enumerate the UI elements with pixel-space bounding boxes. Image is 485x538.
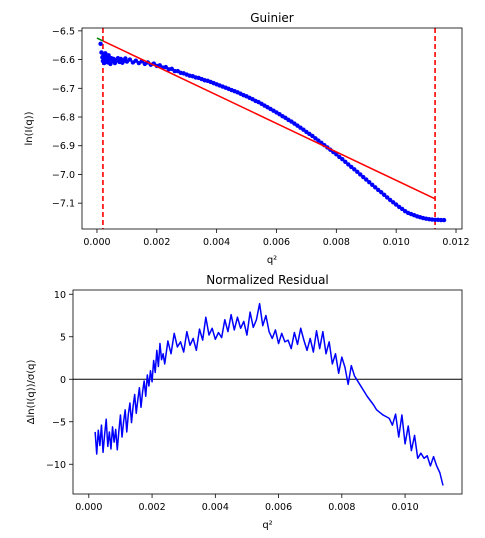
extrapolation-line [96,37,104,42]
data-point [157,63,162,68]
data-point [399,206,405,212]
data-point [382,192,387,198]
data-point [361,174,366,180]
data-point [337,154,342,160]
y-tick-label: −7.1 [52,199,75,210]
data-point [373,185,378,190]
x-tick-label: 0.000 [83,237,110,248]
data-point [370,182,375,187]
data-point [387,197,393,203]
data-point [169,66,174,71]
y-tick-label: −7.0 [52,170,75,181]
residual-plot: Normalized Residual q² Δln(I(q))/σ(q) 0.000… [26,273,463,531]
data-point [343,159,348,165]
y-tick-label: −6.9 [52,141,75,152]
data-point [364,177,369,182]
y-tick-label: −6.6 [52,55,75,66]
data-point [106,53,111,58]
data-point [384,195,390,200]
guinier-plot: Guinier q² ln(I(q)) 0.000 0.002 0.004 0.006 0.0… [24,11,470,266]
x-tick-label: 0.002 [143,237,170,248]
data-point [349,164,354,170]
data-point [98,41,103,46]
plot-area [73,302,462,486]
y-tick-label: −5 [52,417,66,428]
y-tick-label: 10 [54,290,66,301]
x-tick-label: 0.008 [328,502,355,513]
x-tick-label: 0.010 [383,237,410,248]
y-tick-label: 0 [60,375,66,386]
plot-frame [72,289,463,495]
chart-title: Normalized Residual [206,273,329,287]
y-tick-label: −6.5 [52,26,75,37]
data-point [355,169,360,175]
data-point [301,127,306,132]
residual-line [94,302,444,486]
fit-line [102,40,436,200]
data-point [340,157,345,162]
data-point [103,51,108,56]
data-point [390,200,396,205]
data-point [313,136,318,141]
plot-area [96,28,447,229]
data-point [127,57,133,62]
data-point [358,172,363,177]
y-axis-label: ln(I(q)) [24,111,35,145]
data-point [133,58,139,63]
data-point [163,64,168,70]
data-point [367,179,372,185]
x-tick-label: 0.004 [203,237,230,248]
data-point [379,190,384,195]
x-tick-label: 0.012 [442,237,469,248]
x-tick-label: 0.002 [138,502,165,513]
y-tick-label: −6.8 [52,113,75,124]
x-axis-label: q² [262,520,272,531]
data-point [346,162,351,167]
x-tick-label: 0.006 [263,237,290,248]
y-tick-label: −6.7 [52,84,75,95]
x-tick-label: 0.008 [323,237,350,248]
data-point [393,202,399,207]
x-axis-label: q² [267,255,277,266]
data-point [310,133,315,139]
x-tick-label: 0.004 [202,502,229,513]
y-tick-label: 5 [60,332,66,343]
data-point [376,187,381,193]
y-tick-label: −10 [46,460,66,471]
plot-frame [81,27,463,230]
chart-title: Guinier [250,11,294,25]
x-tick-label: 0.006 [265,502,292,513]
data-point [352,167,357,172]
x-tick-label: 0.000 [75,502,102,513]
y-axis-label: Δln(I(q))/σ(q) [26,360,37,425]
data-point [316,138,321,143]
x-tick-label: 0.010 [391,502,418,513]
data-point [441,217,447,223]
